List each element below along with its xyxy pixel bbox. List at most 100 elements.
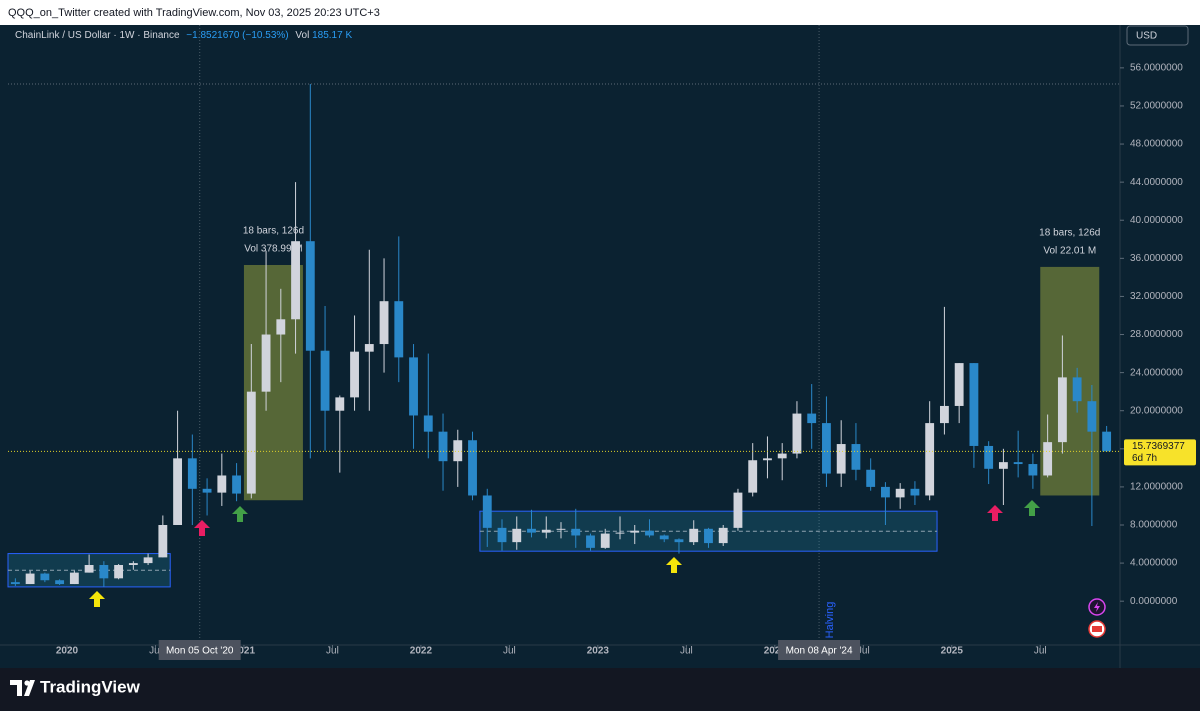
y-tick-label: 4.0000000 (1130, 558, 1178, 569)
flag-glyph (1092, 626, 1102, 632)
volume: 185.17 K (312, 30, 352, 41)
candle-body (704, 528, 713, 544)
candle-body (1072, 377, 1082, 402)
arrow-pink (194, 520, 210, 536)
candle-body (571, 528, 581, 536)
candle-body (851, 444, 861, 470)
candle-body (173, 458, 183, 525)
candle-body (468, 440, 477, 496)
candle-body (556, 528, 566, 530)
arrow-pink (987, 505, 1003, 521)
candle-body (674, 539, 684, 543)
candle-body (645, 530, 654, 536)
side-icons (1088, 598, 1106, 638)
chart-area (0, 25, 1200, 668)
candle-body (910, 488, 920, 496)
x-tick-label: 2024 (764, 646, 787, 657)
candle-body (10, 582, 20, 585)
x-tick-label: Jul (149, 646, 162, 657)
currency: USD (1136, 31, 1157, 42)
footer (0, 668, 1200, 711)
brand: TradingView (40, 677, 141, 696)
flash-glyph (1094, 602, 1100, 612)
candle-body (615, 532, 625, 534)
box-label: 18 bars, 126d (1039, 228, 1100, 239)
crosshair-label-box (778, 640, 861, 660)
y-tick-label: 8.0000000 (1130, 520, 1178, 531)
candle-body (998, 462, 1008, 469)
candle-body (822, 423, 831, 474)
legend: ChainLink / US Dollar · 1W · Binance −1.… (15, 30, 352, 41)
candle-body (232, 475, 241, 494)
candle-body (600, 533, 610, 548)
candle-body (394, 301, 404, 358)
candle-body (689, 528, 699, 543)
candle-body (718, 527, 728, 544)
candle-body (792, 413, 802, 454)
candle-body (246, 391, 256, 494)
candle-body (291, 241, 300, 320)
price-label: 15.7369377 (1132, 441, 1185, 452)
caption: QQQ_on_Twitter created with TradingView.… (8, 7, 380, 19)
caption-bar (0, 0, 1200, 25)
currency-button[interactable] (1126, 25, 1189, 46)
candle-body (527, 528, 536, 533)
candle-body (128, 563, 138, 565)
box-label: Vol 22.01 M (1043, 246, 1096, 257)
candle-body (423, 415, 433, 432)
candle-body (69, 572, 79, 585)
y-tick-label: 44.0000000 (1130, 177, 1183, 188)
candle-body (497, 527, 507, 543)
candle-body (305, 241, 315, 351)
arrow-green (232, 506, 248, 522)
candle-body (335, 397, 345, 411)
arrow-yellow (666, 557, 682, 573)
candle-body (202, 488, 212, 493)
candle-body (114, 565, 124, 579)
crosshair-label: Mon 05 Oct '20 (166, 646, 234, 657)
crosshair-label-box (158, 640, 241, 660)
x-tick-label: Jul (857, 646, 870, 657)
box-label: Vol 378.99 M (244, 244, 302, 255)
countdown: 6d 7h (1132, 453, 1157, 464)
candle-body (836, 444, 846, 474)
candle-body (1087, 401, 1097, 432)
candle-body (925, 423, 935, 496)
candle-body (939, 405, 949, 424)
candle-body (84, 565, 94, 573)
y-tick-label: 36.0000000 (1130, 253, 1183, 264)
candle-body (453, 440, 463, 462)
candle-body (1013, 462, 1023, 465)
y-tick-label: 0.0000000 (1130, 596, 1178, 607)
candle-body (350, 351, 359, 398)
candle-body (187, 458, 197, 489)
candle-body (217, 475, 227, 493)
candle-body (659, 535, 669, 540)
arrow-green (1024, 500, 1040, 516)
candle-body (630, 530, 640, 533)
y-tick-label: 28.0000000 (1130, 329, 1183, 340)
event-note: Halving (824, 602, 836, 639)
candle-body (364, 344, 374, 352)
y-tick-label: 56.0000000 (1130, 62, 1183, 73)
y-tick-label: 32.0000000 (1130, 291, 1183, 302)
candle-body (261, 334, 271, 392)
change: −1.8521670 (−10.53%) (186, 30, 288, 41)
candle-body (733, 492, 743, 528)
candle-body (1028, 464, 1038, 476)
arrows (89, 500, 1040, 607)
candle-body (807, 413, 817, 424)
volume-label: Vol (295, 30, 309, 41)
candle-body (379, 301, 389, 345)
candle-body (1043, 442, 1053, 476)
candle-body (866, 469, 876, 487)
candle-body (541, 529, 551, 533)
x-tick-label: Jul (680, 646, 693, 657)
x-tick-label: 2025 (941, 646, 964, 657)
symbol-title: ChainLink / US Dollar · 1W · Binance (15, 30, 180, 41)
candle-body (438, 431, 448, 462)
candle-body (763, 458, 772, 461)
brand-logo (10, 680, 35, 696)
candle-body (482, 495, 492, 528)
x-tick-label: 2022 (410, 646, 433, 657)
